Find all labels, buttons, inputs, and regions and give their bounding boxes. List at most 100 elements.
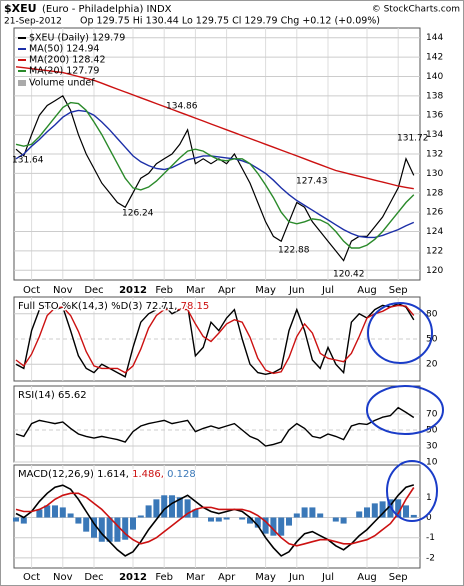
label-part: 1.486, <box>132 469 164 480</box>
histogram-bar <box>410 514 417 518</box>
y-tick-label: 138 <box>426 91 443 101</box>
x-tick-label: Aug <box>357 285 377 296</box>
histogram-bar <box>184 499 191 518</box>
histogram-bar <box>114 517 121 542</box>
label-part: 1.614, <box>97 469 129 480</box>
histogram-bar <box>192 509 199 518</box>
panel-frame <box>13 464 421 569</box>
label-part: Full STO %K(14,3) %D(3) <box>18 301 143 312</box>
x-tick-label: Dec <box>84 285 103 296</box>
price-annotation: 131.64 <box>12 156 44 166</box>
series-line <box>15 101 415 249</box>
series-line <box>15 109 415 239</box>
y-tick-label: 70 <box>426 410 438 420</box>
label-part: 78.15 <box>181 301 210 312</box>
histogram-bar <box>122 517 129 540</box>
x-tick-label: Jun <box>288 572 305 583</box>
label-part: RSI(14) <box>18 390 55 401</box>
highlight-circle <box>386 460 438 522</box>
histogram-bar <box>379 501 386 518</box>
series-line <box>15 304 415 375</box>
histogram-bar <box>98 517 105 542</box>
series-line <box>15 487 415 547</box>
credit: © StockCharts.com <box>372 5 460 15</box>
histogram-bar <box>247 517 253 524</box>
histogram-bar <box>59 507 66 518</box>
x-tick-label: Aug <box>357 572 377 583</box>
x-tick-label: Nov <box>53 285 73 296</box>
histogram-bar <box>208 517 214 522</box>
histogram-bar <box>270 517 277 536</box>
legend-label: $XEU (Daily) 129.79 <box>29 33 125 44</box>
y-tick-label: 132 <box>426 150 443 160</box>
series-line <box>15 94 415 262</box>
histogram-bar <box>52 505 58 518</box>
x-tick-label: Apr <box>218 285 236 296</box>
histogram-bar <box>286 517 292 526</box>
series-line <box>15 484 415 557</box>
x-tick-label: Feb <box>155 285 173 296</box>
x-tick-label: Sep <box>389 285 408 296</box>
histogram-bar <box>301 507 308 518</box>
y-tick-label: 30 <box>426 442 438 452</box>
x-tick-label: Mar <box>186 572 206 583</box>
x-tick-label: Oct <box>23 285 40 296</box>
y-tick-label: 20 <box>426 360 438 370</box>
indicator-label: RSI(14) 65.62 <box>18 390 87 401</box>
histogram-bar <box>130 517 136 530</box>
histogram-bar <box>67 513 74 518</box>
x-tick-label: Dec <box>84 572 103 583</box>
symbol: $XEU <box>4 2 37 15</box>
x-tick-label: Sep <box>389 572 408 583</box>
highlight-circle <box>367 302 433 364</box>
histogram-bar <box>75 517 82 524</box>
histogram-bar <box>44 505 51 518</box>
x-tick-label: 2012 <box>119 285 147 296</box>
label-part: 65.62 <box>58 390 87 401</box>
histogram-bar <box>403 505 409 518</box>
histogram-bar <box>278 517 285 536</box>
price-annotation: 134.86 <box>166 102 198 112</box>
histogram-bar <box>169 495 175 518</box>
histogram-bar <box>13 517 19 522</box>
label-part: 72.71, <box>146 301 178 312</box>
histogram-bar <box>36 509 43 518</box>
y-tick-label: 136 <box>426 111 443 121</box>
histogram-bar <box>340 517 347 524</box>
histogram-bar <box>395 499 402 518</box>
histogram-bar <box>83 517 90 532</box>
x-tick-label: Jun <box>288 285 305 296</box>
price-annotation: 120.42 <box>333 270 365 280</box>
histogram-bar <box>317 513 324 518</box>
histogram-bar <box>223 517 230 520</box>
legend-label: Volume undef <box>29 78 95 89</box>
histogram-bar <box>356 511 363 518</box>
y-tick-label: 50 <box>426 426 438 436</box>
y-tick-label: 126 <box>426 208 443 218</box>
y-tick-label: -1 <box>426 533 435 543</box>
legend-swatch <box>18 80 26 86</box>
y-tick-label: 134 <box>426 130 443 140</box>
legend-label: MA(200) 128.42 <box>29 55 106 66</box>
histogram-bar <box>262 517 269 534</box>
histogram-bar <box>91 517 97 538</box>
histogram-bar <box>215 517 222 522</box>
quote: Op 129.75 Hi 130.44 Lo 129.75 Cl 129.79 … <box>80 16 380 27</box>
x-tick-label: Nov <box>53 572 73 583</box>
x-tick-label: 2012 <box>119 572 147 583</box>
histogram-bar <box>145 505 152 518</box>
date: 21-Sep-2012 <box>4 17 62 27</box>
series-line <box>15 66 414 190</box>
y-tick-label: 80 <box>426 309 438 319</box>
label-part: 0.128 <box>167 469 196 480</box>
histogram-bar <box>106 517 113 542</box>
series-line <box>15 406 415 447</box>
x-tick-label: Apr <box>218 572 236 583</box>
y-tick-label: 140 <box>426 72 443 82</box>
histogram-bar <box>161 495 168 518</box>
histogram-bar <box>254 517 261 528</box>
x-tick-label: Mar <box>186 285 206 296</box>
histogram-bar <box>20 517 27 524</box>
histogram-bar <box>332 517 339 522</box>
y-tick-label: 0 <box>426 513 432 523</box>
